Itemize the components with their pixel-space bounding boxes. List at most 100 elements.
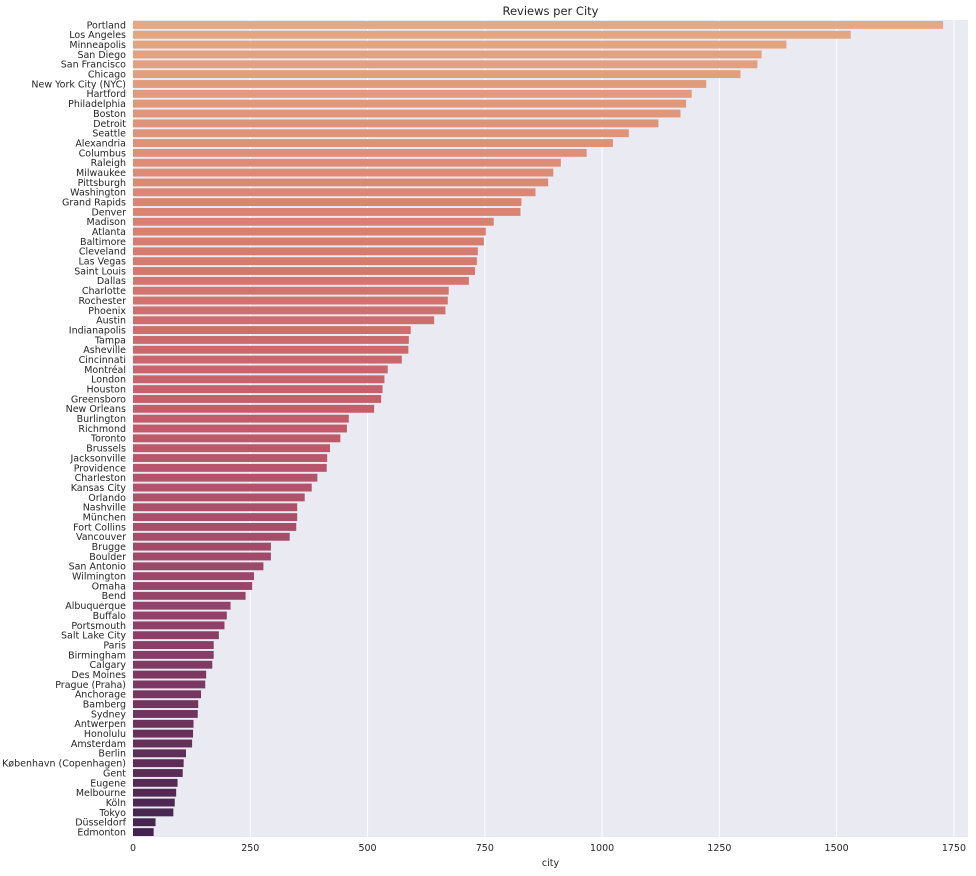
category-label: Brussels [86,444,126,455]
category-label: Minneapolis [69,40,126,51]
category-label: Prague (Praha) [55,680,126,691]
x-axis-label: city [542,858,560,869]
bar [133,562,264,571]
bar [133,345,409,354]
bar [133,454,328,462]
category-label: Burlington [77,414,126,425]
bar [133,798,175,807]
bar [133,700,199,709]
category-label: Washington [70,188,126,199]
bar [133,513,298,522]
bar [133,89,692,98]
bar [133,650,214,659]
bar [133,621,225,630]
category-label: Seattle [92,129,126,140]
bar [133,828,154,837]
bar [133,591,246,600]
category-label: Chicago [88,70,126,81]
category-label: Tampa [94,335,126,346]
category-label: Melbourne [76,788,126,799]
bar [133,522,297,531]
bar [133,552,271,561]
category-label: Wilmington [72,572,126,583]
category-label: Fort Collins [73,522,126,533]
x-tick-label: 500 [358,843,376,854]
category-label: Indianapolis [69,325,126,336]
bar [133,188,536,197]
category-label: Boulder [89,552,126,563]
bar [133,729,194,738]
bar [133,40,787,49]
bar [133,178,549,187]
x-tick-labels: 0 250 500 750 1000 1250 1500 1750 [130,843,966,854]
bar [133,267,475,275]
bar [133,611,227,620]
category-label: Des Moines [71,670,126,681]
bar [133,759,184,768]
category-label: Paris [103,640,126,651]
category-label: Cleveland [79,247,126,258]
bar [133,572,255,581]
category-label: Los Angeles [69,30,126,41]
category-label: Tokyo [98,808,126,819]
bar [133,129,629,138]
bar [133,20,944,29]
x-tick-label: 0 [130,843,136,854]
category-label: Eugene [90,778,126,789]
bar [133,463,327,472]
bar [133,808,174,817]
bar [133,247,478,256]
category-label: Rochester [79,296,127,307]
category-label: Honolulu [84,729,126,740]
category-label: Madison [87,217,126,228]
bar [133,365,388,374]
bar [133,286,449,295]
category-label: Portland [87,20,126,31]
bar [133,493,305,502]
x-tick-label: 1000 [590,843,614,854]
category-label: Salt Lake City [61,631,126,642]
bar [133,601,231,610]
bar [133,414,349,423]
bar [133,434,341,443]
bar [133,395,382,403]
category-label: Cincinnati [79,355,126,366]
category-label: Philadelphia [68,99,126,110]
bar [133,50,762,59]
bar [133,198,522,207]
category-label: San Antonio [69,562,127,573]
bar [133,680,206,689]
category-label: Bend [102,591,126,602]
category-label: Austin [96,316,126,327]
category-label: Köln [106,798,126,809]
category-label: London [91,375,126,386]
category-label: Asheville [83,345,126,356]
category-label: Dallas [97,276,126,287]
bar [133,542,271,551]
bar [133,119,659,128]
category-label: Alexandria [75,138,126,149]
category-label: Hartford [86,89,126,100]
category-label: Orlando [88,493,126,504]
category-label: Las Vegas [79,257,127,268]
category-label: Denver [91,207,126,218]
category-label: København (Copenhagen) [2,759,126,770]
bar [133,778,178,787]
category-label: Bamberg [83,700,126,711]
bar [133,582,253,590]
x-tick-label: 250 [241,843,259,854]
category-label: Düsseldorf [75,818,126,829]
bar [133,99,687,108]
category-label: Buffalo [93,611,127,622]
bar [133,631,219,640]
bar [133,355,402,364]
category-label: Birmingham [68,650,126,661]
category-label: Amsterdam [71,739,126,750]
bar [133,217,494,226]
category-label: Providence [74,463,126,474]
bar [133,424,347,433]
bar [133,237,484,246]
chart-title: Reviews per City [503,4,599,18]
